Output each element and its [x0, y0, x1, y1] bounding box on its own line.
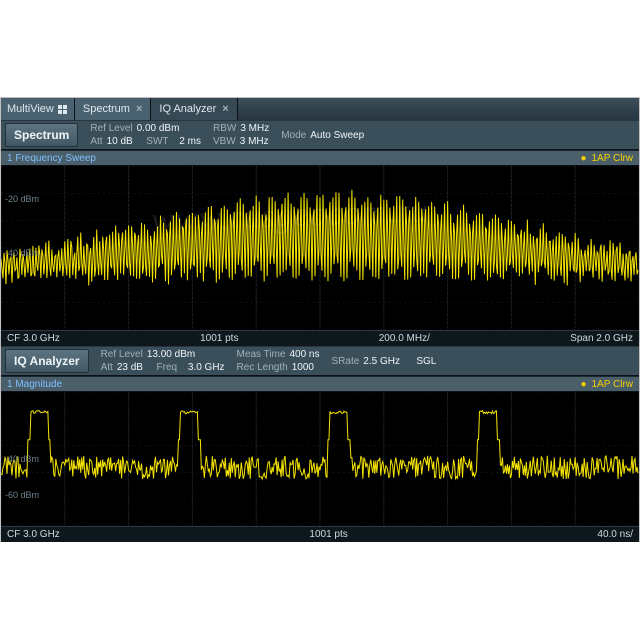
trace-index: 1	[7, 379, 13, 390]
label: VBW	[213, 135, 236, 148]
value[interactable]: 2.5 GHz	[363, 355, 400, 368]
sgl-indicator: SGL	[416, 355, 436, 368]
value[interactable]: 13.00 dBm	[147, 348, 195, 361]
param-reflevel: Ref Level 0.00 dBm Att 10 dB SWT 2 ms	[90, 122, 201, 148]
label: Rec Length	[237, 361, 288, 374]
value[interactable]: 10 dB	[107, 135, 133, 148]
mode-label: IQ Analyzer	[14, 354, 80, 368]
trace-marker: ● 1AP Clrw	[580, 153, 633, 164]
value[interactable]: Auto Sweep	[310, 129, 364, 142]
label: SRate	[331, 355, 359, 368]
footer-pts: 1001 pts	[309, 529, 347, 540]
multiview-label: MultiView	[7, 103, 54, 115]
value[interactable]: 3 MHz	[240, 122, 269, 135]
spectrum-trace	[1, 166, 639, 330]
value[interactable]: 23 dB	[117, 361, 143, 374]
value[interactable]: 400 ns	[289, 348, 319, 361]
spectrum-header: Spectrum Ref Level 0.00 dBm Att 10 dB SWT …	[1, 120, 639, 150]
marker-text: 1AP Clrw	[592, 379, 634, 390]
value[interactable]: 0.00 dBm	[137, 122, 180, 135]
footer-pts: 1001 pts	[200, 333, 238, 344]
y-axis-label: -40 dBm	[5, 454, 39, 464]
param-meas: Meas Time400 ns Rec Length 1000	[237, 348, 320, 374]
value[interactable]: 3 MHz	[240, 135, 269, 148]
footer-span: Span 2.0 GHz	[570, 333, 633, 344]
marker-text: 1AP Clrw	[592, 153, 634, 164]
trace-color-dot-icon: ●	[580, 153, 586, 164]
close-icon[interactable]: ×	[222, 103, 228, 115]
mode-label: Spectrum	[14, 128, 69, 142]
spectrum-footer: CF 3.0 GHz 1001 pts 200.0 MHz/ Span 2.0 …	[1, 330, 639, 346]
value[interactable]: 2 ms	[179, 135, 201, 148]
value[interactable]: 1000	[292, 361, 314, 374]
mode-iq-button[interactable]: IQ Analyzer	[5, 349, 89, 373]
footer-timediv: 40.0 ns/	[597, 529, 633, 540]
tab-spectrum[interactable]: Spectrum ×	[75, 98, 152, 120]
trace-title: 1 Magnitude	[7, 379, 62, 390]
multiview-button[interactable]: MultiView	[1, 98, 75, 120]
iq-trace	[1, 392, 639, 526]
spectrum-title-strip: 1 Frequency Sweep ● 1AP Clrw	[1, 150, 639, 166]
y-axis-label: -60 dBm	[5, 490, 39, 500]
trace-name: Magnitude	[15, 379, 62, 390]
analyzer-window: MultiView Spectrum × IQ Analyzer × Spect…	[0, 97, 640, 542]
value[interactable]: 3.0 GHz	[188, 361, 225, 374]
label: Ref Level	[101, 348, 143, 361]
label: Meas Time	[237, 348, 286, 361]
tab-label: IQ Analyzer	[159, 103, 216, 115]
label: Att	[101, 361, 113, 374]
y-axis-label: -40 dBm	[5, 248, 39, 258]
footer-cf: CF 3.0 GHz	[7, 529, 60, 540]
tab-label: Spectrum	[83, 103, 130, 115]
iq-footer: CF 3.0 GHz 1001 pts 40.0 ns/	[1, 526, 639, 542]
trace-index: 1	[7, 153, 13, 164]
trace-title: 1 Frequency Sweep	[7, 153, 96, 164]
iq-plot[interactable]: -40 dBm -60 dBm	[1, 392, 639, 526]
trace-marker: ● 1AP Clrw	[580, 379, 633, 390]
y-axis-label: -20 dBm	[5, 194, 39, 204]
iq-header: IQ Analyzer Ref Level 13.00 dBm Att 23 dB …	[1, 346, 639, 376]
param-mode: Mode Auto Sweep	[281, 129, 364, 142]
trace-color-dot-icon: ●	[580, 379, 586, 390]
param-reflevel: Ref Level 13.00 dBm Att 23 dB Freq 3.0 GHz	[101, 348, 225, 374]
tab-spacer	[238, 98, 639, 120]
multiview-grid-icon	[58, 104, 68, 114]
label: Att	[90, 135, 102, 148]
label: Ref Level	[90, 122, 132, 135]
param-rbw: RBW 3 MHz VBW 3 MHz	[213, 122, 269, 148]
tab-iq-analyzer[interactable]: IQ Analyzer ×	[151, 98, 237, 120]
label: RBW	[213, 122, 236, 135]
label: SWT	[146, 135, 168, 148]
close-icon[interactable]: ×	[136, 103, 142, 115]
mode-spectrum-button[interactable]: Spectrum	[5, 123, 78, 147]
iq-title-strip: 1 Magnitude ●1AP Clrw YIG Bypass	[1, 376, 639, 392]
footer-cf: CF 3.0 GHz	[7, 333, 60, 344]
tab-bar: MultiView Spectrum × IQ Analyzer ×	[1, 98, 639, 120]
label: Freq	[157, 361, 178, 374]
spectrum-plot[interactable]: -20 dBm -40 dBm www.rusgeocom.ru	[1, 166, 639, 330]
footer-spandiv: 200.0 MHz/	[379, 333, 430, 344]
label: Mode	[281, 129, 306, 142]
param-srate: SRate 2.5 GHz SGL	[331, 355, 436, 368]
trace-name: Frequency Sweep	[15, 153, 96, 164]
